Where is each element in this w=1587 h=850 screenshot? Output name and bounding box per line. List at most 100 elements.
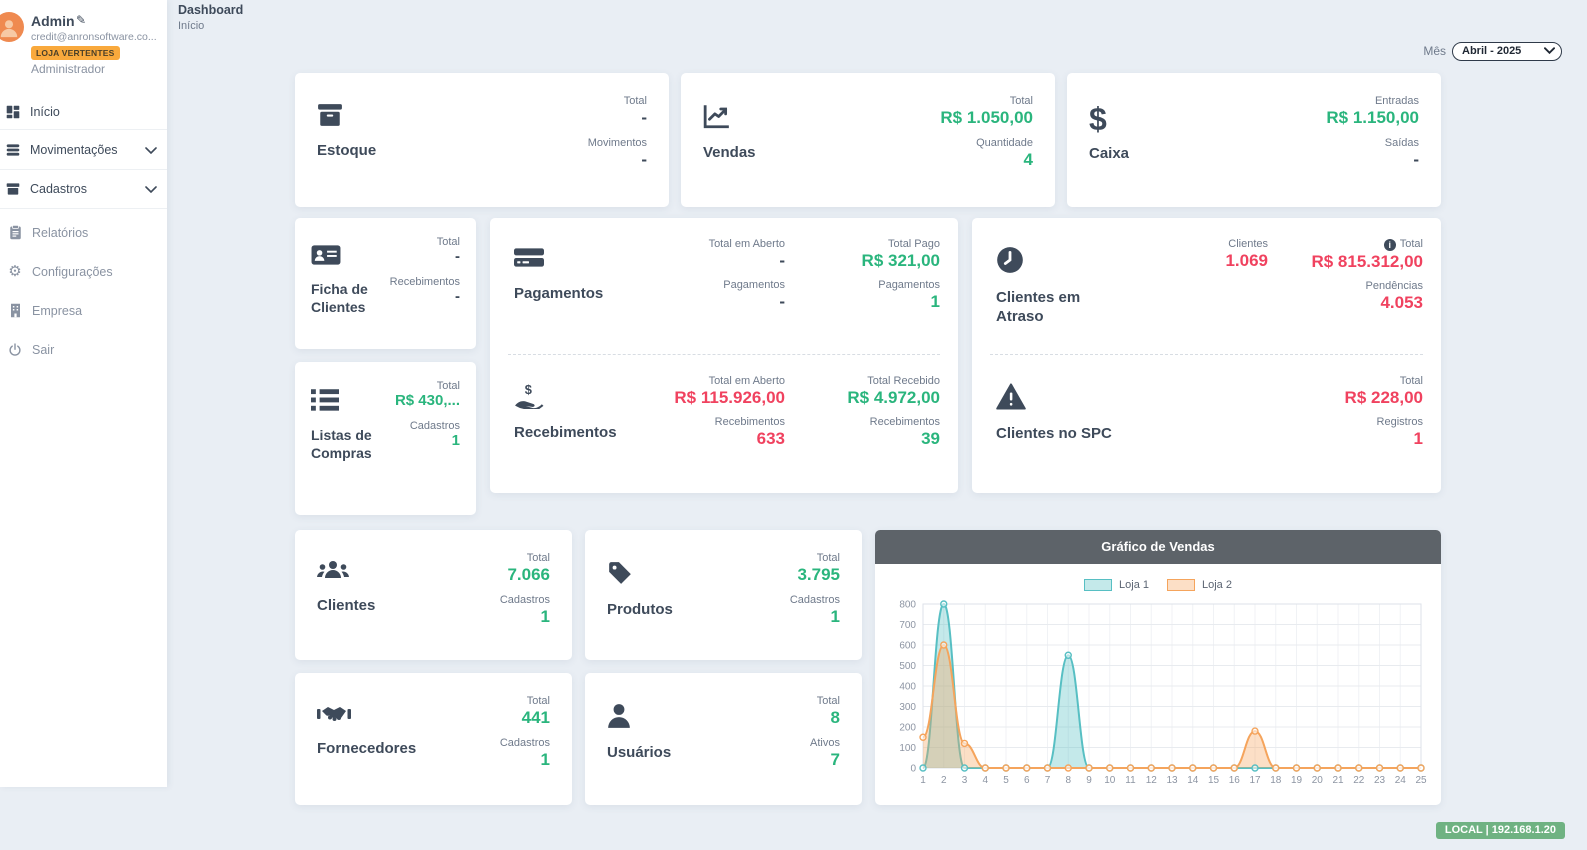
sidebar-item-inicio[interactable]: Início: [0, 95, 167, 129]
power-icon: [7, 342, 23, 357]
pagamentos-section: Pagamentos Total em Aberto - Pagamentos …: [490, 218, 958, 354]
stat-label: Total Recebido: [867, 375, 940, 387]
stat-label: Total: [1399, 375, 1423, 387]
clientes-em-atraso-section: Clientes em Atraso Clientes 1.069 i Total…: [972, 218, 1441, 354]
svg-text:19: 19: [1291, 775, 1303, 786]
svg-text:12: 12: [1146, 775, 1158, 786]
card-stats: Total R$ 228,00 Registros 1: [1268, 375, 1423, 450]
card-clientes-atraso-spc[interactable]: Clientes em Atraso Clientes 1.069 i Total…: [972, 218, 1441, 493]
stat-value: R$ 1.150,00: [1326, 108, 1419, 127]
sidebar-menu-secondary: Relatórios ⚙ Configurações Empresa Sair: [0, 213, 167, 369]
month-select[interactable]: Abril - 2025: [1452, 42, 1562, 61]
svg-text:800: 800: [899, 600, 916, 611]
card-fornecedores[interactable]: Fornecedores Total 441 Cadastros 1: [295, 673, 572, 805]
user-role: Administrador: [31, 62, 106, 76]
stat-value: R$ 430,...: [394, 392, 460, 409]
svg-text:0: 0: [910, 764, 916, 775]
card-stats: Total em Aberto R$ 115.926,00 Recebiment…: [630, 375, 785, 450]
building-icon: [7, 303, 23, 318]
card-ficha-de-clientes[interactable]: Ficha de Clientes Total - Recebimentos -: [295, 218, 476, 349]
card-title: Pagamentos: [514, 285, 604, 302]
stat-value: -: [455, 287, 460, 305]
card-listas-de-compras[interactable]: Listas de Compras Total R$ 430,... Cadas…: [295, 362, 476, 515]
stat-label: Total: [526, 552, 550, 564]
card-title: Ficha de Clientes: [311, 281, 368, 315]
card-stats: Total 441 Cadastros 1: [500, 695, 550, 783]
card-title: Estoque: [317, 142, 377, 159]
card-vendas[interactable]: Vendas Total R$ 1.050,00 Quantidade 4: [681, 73, 1055, 207]
svg-text:4: 4: [982, 775, 988, 786]
card-estoque[interactable]: Estoque Total - Movimentos -: [295, 73, 669, 207]
stat-value: 1: [451, 431, 460, 449]
info-icon[interactable]: i: [1383, 239, 1396, 251]
card-title: Recebimentos: [514, 424, 617, 441]
avatar[interactable]: [0, 12, 24, 42]
card-stats: Total 7.066 Cadastros 1: [500, 552, 550, 638]
svg-text:700: 700: [899, 620, 916, 631]
svg-text:21: 21: [1332, 775, 1344, 786]
svg-text:5: 5: [1003, 775, 1009, 786]
legend-label: Loja 1: [1119, 579, 1149, 591]
card-stats: Total 3.795 Cadastros 1: [790, 552, 840, 638]
card-stats: Total - Recebimentos -: [390, 236, 460, 331]
sidebar-item-label: Início: [30, 105, 60, 119]
sidebar-item-configuracoes[interactable]: ⚙ Configurações: [0, 252, 167, 291]
stat-value: -: [779, 251, 785, 270]
card-pagamentos-recebimentos[interactable]: Pagamentos Total em Aberto - Pagamentos …: [490, 218, 958, 493]
stat-label: Total em Aberto: [708, 238, 785, 250]
svg-text:10: 10: [1104, 775, 1116, 786]
stat-value: 633: [756, 429, 785, 449]
svg-text:15: 15: [1208, 775, 1220, 786]
stat-label: Saídas: [1384, 137, 1419, 150]
card-stats: Total 8 Ativos 7: [810, 695, 840, 783]
sidebar-item-cadastros[interactable]: Cadastros: [0, 169, 167, 209]
handshake-icon: [317, 703, 416, 730]
stat-label: Entradas: [1374, 95, 1419, 107]
sidebar-item-relatorios[interactable]: Relatórios: [0, 213, 167, 252]
sidebar-item-sair[interactable]: Sair: [0, 330, 167, 369]
legend-loja-2[interactable]: Loja 2: [1167, 579, 1232, 591]
svg-text:100: 100: [899, 743, 916, 754]
month-filter: Mês Abril - 2025: [1423, 41, 1562, 61]
chart-legend: Loja 1 Loja 2: [875, 578, 1441, 592]
stat-value: R$ 815.312,00: [1311, 252, 1423, 271]
stat-label: Pagamentos: [878, 279, 940, 292]
card-clientes[interactable]: Clientes Total 7.066 Cadastros 1: [295, 530, 572, 660]
legend-loja-1[interactable]: Loja 1: [1084, 579, 1149, 591]
stat-value: R$ 1.050,00: [940, 108, 1033, 127]
svg-text:8: 8: [1065, 775, 1071, 786]
stat-label: Total: [436, 380, 460, 392]
sales-chart: 1 2 3 4 5 6 7 8 9 10 11 12 13 14 15 16 17 18 19 20 21 22 23 24 2…: [899, 600, 1427, 787]
sidebar-item-empresa[interactable]: Empresa: [0, 291, 167, 330]
sidebar-item-label: Movimentações: [30, 142, 118, 157]
stat-value: 1.069: [1225, 251, 1268, 270]
stat-label: Total: [623, 95, 647, 107]
chevron-down-icon: [145, 143, 157, 157]
stat-label: Recebimentos: [714, 416, 785, 429]
card-title: Caixa: [1089, 145, 1130, 162]
card-usuarios[interactable]: Usuários Total 8 Ativos 7: [585, 673, 862, 805]
stat-label: Total Pago: [888, 238, 940, 250]
svg-text:$: $: [525, 383, 532, 397]
card-caixa[interactable]: $ Caixa Entradas R$ 1.150,00 Saídas -: [1067, 73, 1441, 207]
stat-label: i Total: [1268, 238, 1423, 251]
edit-profile-icon[interactable]: ✎: [76, 13, 87, 27]
sidebar-item-label: Sair: [32, 342, 55, 357]
stat-label: Recebimentos: [869, 416, 940, 429]
svg-text:200: 200: [899, 723, 916, 734]
card-produtos[interactable]: Produtos Total 3.795 Cadastros 1: [585, 530, 862, 660]
stat-label: Movimentos: [587, 137, 647, 150]
card-stats: Total em Aberto - Pagamentos -: [630, 238, 785, 313]
stat-value: 8: [830, 708, 840, 727]
id-card-icon: [311, 244, 383, 271]
sidebar-item-movimentacoes[interactable]: Movimentações: [0, 129, 167, 169]
divider: [990, 354, 1423, 355]
stat-value: R$ 4.972,00: [847, 388, 940, 407]
user-icon: [607, 703, 671, 734]
clientes-no-spc-section: Clientes no SPC Total R$ 228,00 Registro…: [972, 355, 1441, 491]
stat-value: R$ 321,00: [861, 251, 940, 270]
legend-swatch: [1167, 579, 1195, 591]
legend-label: Loja 2: [1202, 579, 1232, 591]
svg-text:17: 17: [1249, 775, 1261, 786]
